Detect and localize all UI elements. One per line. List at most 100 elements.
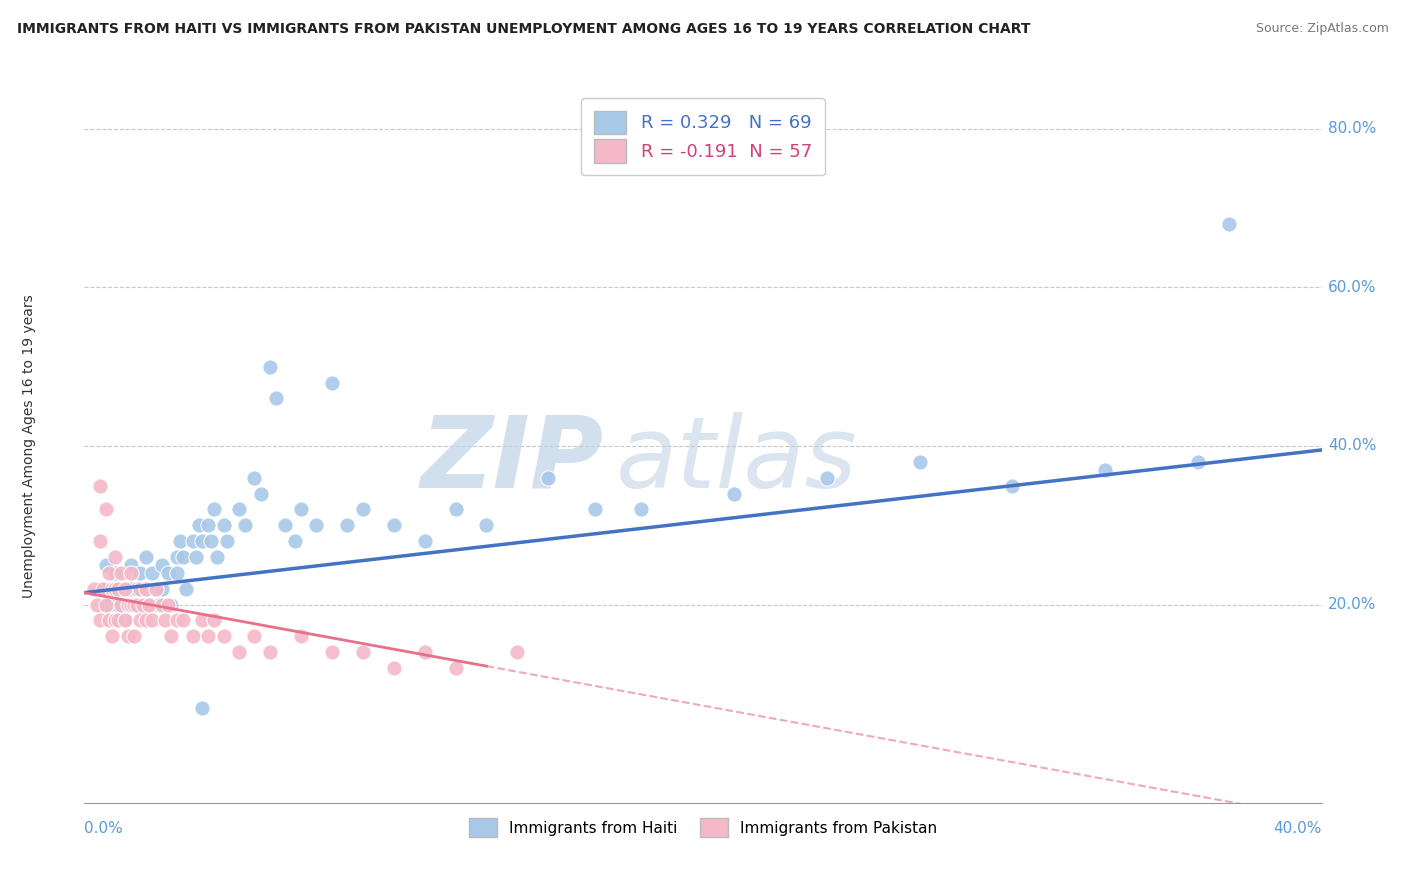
Point xyxy=(122,598,145,612)
Text: 60.0%: 60.0% xyxy=(1327,280,1376,295)
Point xyxy=(228,502,250,516)
Point xyxy=(233,518,256,533)
Point xyxy=(506,645,529,659)
Point xyxy=(172,549,194,564)
Point xyxy=(89,582,111,596)
Point xyxy=(176,582,198,596)
Point xyxy=(117,629,139,643)
Point xyxy=(444,661,467,675)
Point xyxy=(104,549,127,564)
Point xyxy=(94,558,117,572)
Point xyxy=(141,566,163,580)
Point xyxy=(125,598,148,612)
Point xyxy=(274,518,297,533)
Point xyxy=(815,471,838,485)
Point xyxy=(120,566,142,580)
Point xyxy=(110,598,132,612)
Point xyxy=(630,502,652,516)
Point xyxy=(352,645,374,659)
Point xyxy=(259,645,281,659)
Point xyxy=(413,645,436,659)
Point xyxy=(101,629,124,643)
Point xyxy=(290,502,312,516)
Point xyxy=(243,471,266,485)
Point xyxy=(135,582,157,596)
Text: 80.0%: 80.0% xyxy=(1327,121,1376,136)
Point xyxy=(243,629,266,643)
Point xyxy=(166,614,188,628)
Point xyxy=(150,558,173,572)
Point xyxy=(212,629,235,643)
Point xyxy=(908,455,931,469)
Point xyxy=(91,582,114,596)
Point xyxy=(114,614,136,628)
Point xyxy=(98,598,121,612)
Point xyxy=(135,549,157,564)
Point xyxy=(153,614,176,628)
Text: IMMIGRANTS FROM HAITI VS IMMIGRANTS FROM PAKISTAN UNEMPLOYMENT AMONG AGES 16 TO : IMMIGRANTS FROM HAITI VS IMMIGRANTS FROM… xyxy=(17,22,1031,37)
Point xyxy=(89,478,111,492)
Point xyxy=(264,392,287,406)
Point xyxy=(249,486,271,500)
Point xyxy=(117,598,139,612)
Point xyxy=(107,582,129,596)
Point xyxy=(104,566,127,580)
Point xyxy=(723,486,745,500)
Point xyxy=(98,566,121,580)
Point xyxy=(120,598,142,612)
Point xyxy=(160,629,183,643)
Point xyxy=(181,534,204,549)
Point xyxy=(114,582,136,596)
Point xyxy=(191,534,214,549)
Point xyxy=(191,700,214,714)
Point xyxy=(129,566,152,580)
Point xyxy=(86,598,108,612)
Point xyxy=(138,598,160,612)
Text: 0.0%: 0.0% xyxy=(84,821,124,836)
Point xyxy=(114,614,136,628)
Point xyxy=(537,471,560,485)
Point xyxy=(101,582,124,596)
Point xyxy=(583,502,606,516)
Point xyxy=(104,614,127,628)
Point xyxy=(107,598,129,612)
Point xyxy=(184,549,207,564)
Point xyxy=(148,598,170,612)
Point xyxy=(98,614,121,628)
Point xyxy=(138,598,160,612)
Point xyxy=(1094,463,1116,477)
Text: 40.0%: 40.0% xyxy=(1327,439,1376,453)
Point xyxy=(125,582,148,596)
Point xyxy=(413,534,436,549)
Point xyxy=(215,534,238,549)
Point xyxy=(169,534,191,549)
Point xyxy=(202,614,225,628)
Point xyxy=(200,534,222,549)
Point xyxy=(141,614,163,628)
Point xyxy=(187,518,209,533)
Point xyxy=(94,502,117,516)
Point xyxy=(122,598,145,612)
Point xyxy=(1001,478,1024,492)
Point xyxy=(145,582,167,596)
Point xyxy=(444,502,467,516)
Point xyxy=(166,549,188,564)
Point xyxy=(166,566,188,580)
Point xyxy=(305,518,328,533)
Point xyxy=(101,614,124,628)
Point xyxy=(207,549,229,564)
Point xyxy=(284,534,307,549)
Point xyxy=(120,558,142,572)
Point xyxy=(89,534,111,549)
Text: 20.0%: 20.0% xyxy=(1327,597,1376,612)
Point xyxy=(352,502,374,516)
Point xyxy=(110,582,132,596)
Point xyxy=(104,582,127,596)
Point xyxy=(135,582,157,596)
Text: ZIP: ZIP xyxy=(420,412,605,508)
Point xyxy=(132,598,155,612)
Point xyxy=(156,566,179,580)
Point xyxy=(150,598,173,612)
Point xyxy=(156,598,179,612)
Point xyxy=(228,645,250,659)
